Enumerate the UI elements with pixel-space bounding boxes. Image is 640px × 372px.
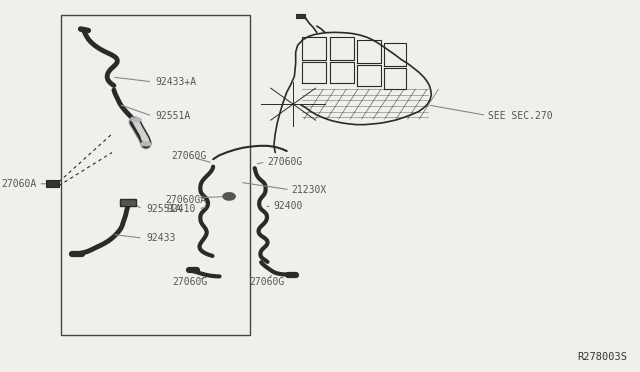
- Polygon shape: [131, 120, 151, 144]
- Text: 27060GA: 27060GA: [165, 195, 206, 205]
- Text: 92400: 92400: [273, 201, 303, 211]
- Text: R278003S: R278003S: [577, 352, 627, 362]
- Text: 21230X: 21230X: [291, 185, 326, 195]
- Bar: [296, 14, 305, 18]
- Text: 27060G: 27060G: [267, 157, 302, 167]
- Text: 92410: 92410: [166, 204, 196, 214]
- Text: 27060G: 27060G: [250, 277, 285, 286]
- Text: 92433: 92433: [146, 233, 175, 243]
- Text: 92551A: 92551A: [156, 111, 191, 121]
- Ellipse shape: [141, 142, 151, 146]
- Text: 27060G: 27060G: [173, 277, 208, 286]
- Text: 27060A: 27060A: [1, 179, 36, 189]
- Text: SEE SEC.270: SEE SEC.270: [488, 111, 553, 121]
- Ellipse shape: [131, 118, 141, 122]
- Ellipse shape: [223, 193, 235, 200]
- Bar: [61, 15, 250, 335]
- Bar: [46, 180, 59, 187]
- Text: 27060G: 27060G: [172, 151, 207, 161]
- Bar: [120, 199, 136, 206]
- Text: 92433+A: 92433+A: [156, 77, 196, 87]
- Text: 92551A: 92551A: [146, 204, 181, 214]
